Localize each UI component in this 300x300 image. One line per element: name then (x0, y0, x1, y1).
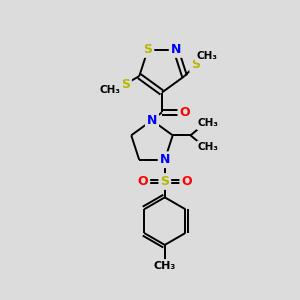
Text: CH₃: CH₃ (196, 51, 217, 61)
Text: N: N (160, 153, 170, 166)
Text: O: O (181, 175, 192, 188)
Text: CH₃: CH₃ (100, 85, 121, 95)
Text: N: N (147, 114, 157, 127)
Text: S: S (121, 77, 130, 91)
Text: S: S (160, 175, 169, 188)
Text: S: S (143, 43, 152, 56)
Text: CH₃: CH₃ (154, 261, 176, 271)
Text: CH₃: CH₃ (198, 142, 219, 152)
Text: S: S (191, 58, 200, 71)
Text: O: O (179, 106, 190, 119)
Text: CH₃: CH₃ (198, 118, 219, 128)
Text: N: N (171, 43, 181, 56)
Text: O: O (138, 175, 148, 188)
